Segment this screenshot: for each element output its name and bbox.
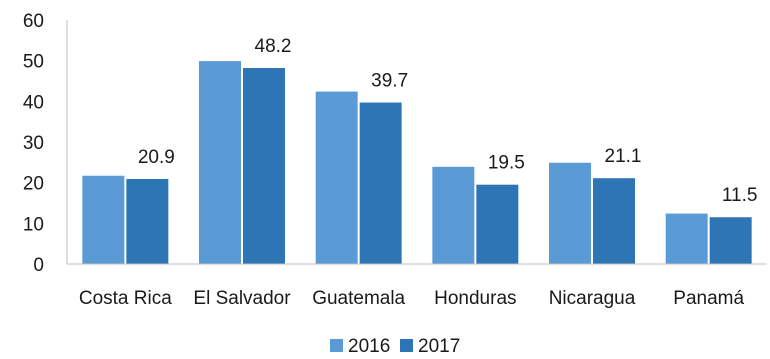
bar-2017-3 [476,184,519,264]
bar-2016-5 [665,213,708,264]
legend-label: 2017 [418,336,460,357]
bar-2017-4 [593,178,635,264]
y-tick-label: 60 [23,11,44,32]
data-label: 48.2 [255,36,292,57]
category-label: El Salvador [193,288,291,309]
category-label: Nicaragua [549,288,636,309]
y-tick-label: 10 [23,214,44,235]
bar-2017-0 [126,179,169,264]
y-tick-label: 30 [23,133,44,154]
bars [82,61,752,264]
bar-2016-4 [549,162,591,264]
legend: 2016 2017 [330,336,460,357]
y-tick-label: 20 [23,174,44,195]
data-label: 19.5 [488,153,525,174]
bar-2017-2 [359,102,402,264]
x-axis: Costa Rica El Salvador Guatemala Honduras Ni… [67,263,767,309]
y-tick-label: 50 [23,52,44,73]
bar-2016-1 [199,61,241,264]
y-tick-label: 0 [33,255,44,276]
category-label: Guatemala [312,288,405,309]
bar-2016-0 [82,175,125,264]
bar-2016-3 [432,166,475,264]
category-label: Panamá [673,288,744,309]
category-label: Costa Rica [79,288,172,309]
bar-2017-1 [243,67,285,264]
y-tick-label: 40 [23,92,44,113]
data-labels: 20.9 48.2 39.7 19.5 21.1 11.5 [138,36,758,206]
bar-2017-5 [709,217,752,264]
data-label: 20.9 [138,147,175,168]
y-axis: 0 10 20 30 40 50 60 [23,11,68,276]
data-label: 39.7 [371,71,408,92]
legend-swatch-2017 [400,339,413,352]
data-label: 11.5 [722,185,758,206]
legend-swatch-2016 [330,339,343,352]
category-label: Honduras [434,288,516,309]
legend-label: 2016 [348,336,390,357]
data-label: 21.1 [605,146,642,167]
bar-2016-2 [315,91,358,264]
